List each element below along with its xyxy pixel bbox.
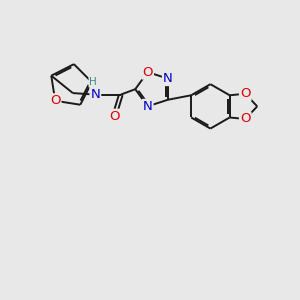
Text: O: O bbox=[240, 87, 250, 100]
Text: O: O bbox=[240, 112, 250, 125]
Text: O: O bbox=[109, 110, 119, 123]
Text: N: N bbox=[91, 88, 100, 101]
Text: N: N bbox=[163, 72, 173, 85]
Text: H: H bbox=[89, 77, 97, 87]
Text: N: N bbox=[143, 100, 153, 113]
Text: O: O bbox=[50, 94, 61, 107]
Text: O: O bbox=[142, 66, 153, 79]
